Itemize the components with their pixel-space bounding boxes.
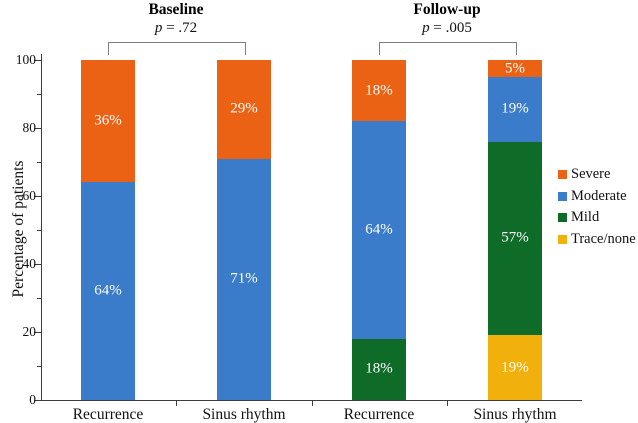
legend-label: Severe: [571, 166, 611, 182]
x-category-label: Recurrence: [343, 406, 415, 423]
significance-bracket: [108, 42, 246, 55]
bar-segment: 36%: [81, 60, 135, 183]
legend-swatch-icon: [558, 234, 567, 244]
segment-value-label: 29%: [230, 100, 258, 117]
y-axis-line: [41, 54, 43, 401]
bar-segment: 64%: [352, 121, 406, 339]
segment-value-label: 64%: [365, 221, 393, 238]
segment-value-label: 64%: [94, 282, 122, 299]
y-axis-major-tick: [34, 263, 41, 265]
y-tick-label: 60: [22, 188, 37, 203]
y-axis-major-tick: [34, 127, 41, 129]
segment-value-label: 18%: [365, 82, 393, 99]
y-axis-minor-tick: [37, 365, 41, 367]
bar-segment: 5%: [488, 60, 542, 77]
bar-segment: 19%: [488, 77, 542, 142]
x-axis-tick: [176, 401, 178, 406]
y-axis-major-tick: [34, 59, 41, 61]
x-category-label: Sinus rhythm: [473, 406, 557, 423]
legend-label: Trace/none: [571, 230, 636, 247]
y-tick-label: 20: [22, 324, 37, 339]
segment-value-label: 71%: [230, 270, 258, 287]
y-tick-label: 80: [22, 120, 37, 135]
legend-item: Moderate: [558, 187, 636, 204]
y-axis-major-tick: [34, 331, 41, 333]
y-axis-minor-tick: [37, 229, 41, 231]
x-axis-line: [41, 400, 582, 402]
y-axis-major-tick: [34, 399, 41, 401]
segment-value-label: 36%: [94, 112, 122, 129]
legend-label: Moderate: [571, 187, 627, 204]
legend-item: Severe: [558, 167, 636, 182]
segment-value-label: 5%: [505, 60, 525, 77]
legend-item: Mild: [558, 210, 636, 225]
segment-value-label: 19%: [501, 359, 529, 376]
segment-value-label: 18%: [365, 361, 393, 378]
segment-value-label: 19%: [501, 100, 529, 117]
p-symbol: p: [422, 20, 430, 36]
p-value-label: p = .72: [154, 20, 198, 36]
x-axis-tick: [311, 401, 313, 406]
significance-bracket: [379, 42, 517, 55]
y-axis-minor-tick: [37, 297, 41, 299]
group-title: Baseline: [148, 1, 204, 18]
x-category-label: Sinus rhythm: [202, 406, 286, 423]
bar-segment: 18%: [352, 338, 406, 400]
legend-swatch-icon: [558, 170, 567, 179]
y-tick-label: 100: [15, 52, 36, 67]
x-axis-tick: [447, 401, 449, 406]
y-axis-minor-tick: [37, 93, 41, 95]
bar-segment: 71%: [217, 158, 271, 400]
bar-segment: 57%: [488, 141, 542, 336]
legend-swatch-icon: [558, 191, 567, 201]
p-value-label: p = .005: [422, 20, 472, 36]
segment-value-label: 57%: [501, 230, 529, 247]
group-title: Follow-up: [413, 1, 481, 18]
legend-label: Mild: [571, 209, 600, 225]
y-axis-major-tick: [34, 195, 41, 197]
y-tick-label: 40: [22, 256, 37, 271]
x-category-label: Recurrence: [72, 406, 144, 423]
legend-item: Trace/none: [558, 230, 636, 247]
bar-segment: 29%: [217, 60, 271, 159]
bar-segment: 64%: [81, 182, 135, 400]
y-axis-minor-tick: [37, 161, 41, 163]
bar-segment: 18%: [352, 60, 406, 122]
y-tick-label: 0: [29, 392, 36, 407]
legend-swatch-icon: [558, 213, 567, 222]
legend: Severe Moderate Mild Trace/none: [558, 167, 636, 247]
p-symbol: p: [154, 20, 163, 36]
bar-segment: 19%: [488, 335, 542, 400]
